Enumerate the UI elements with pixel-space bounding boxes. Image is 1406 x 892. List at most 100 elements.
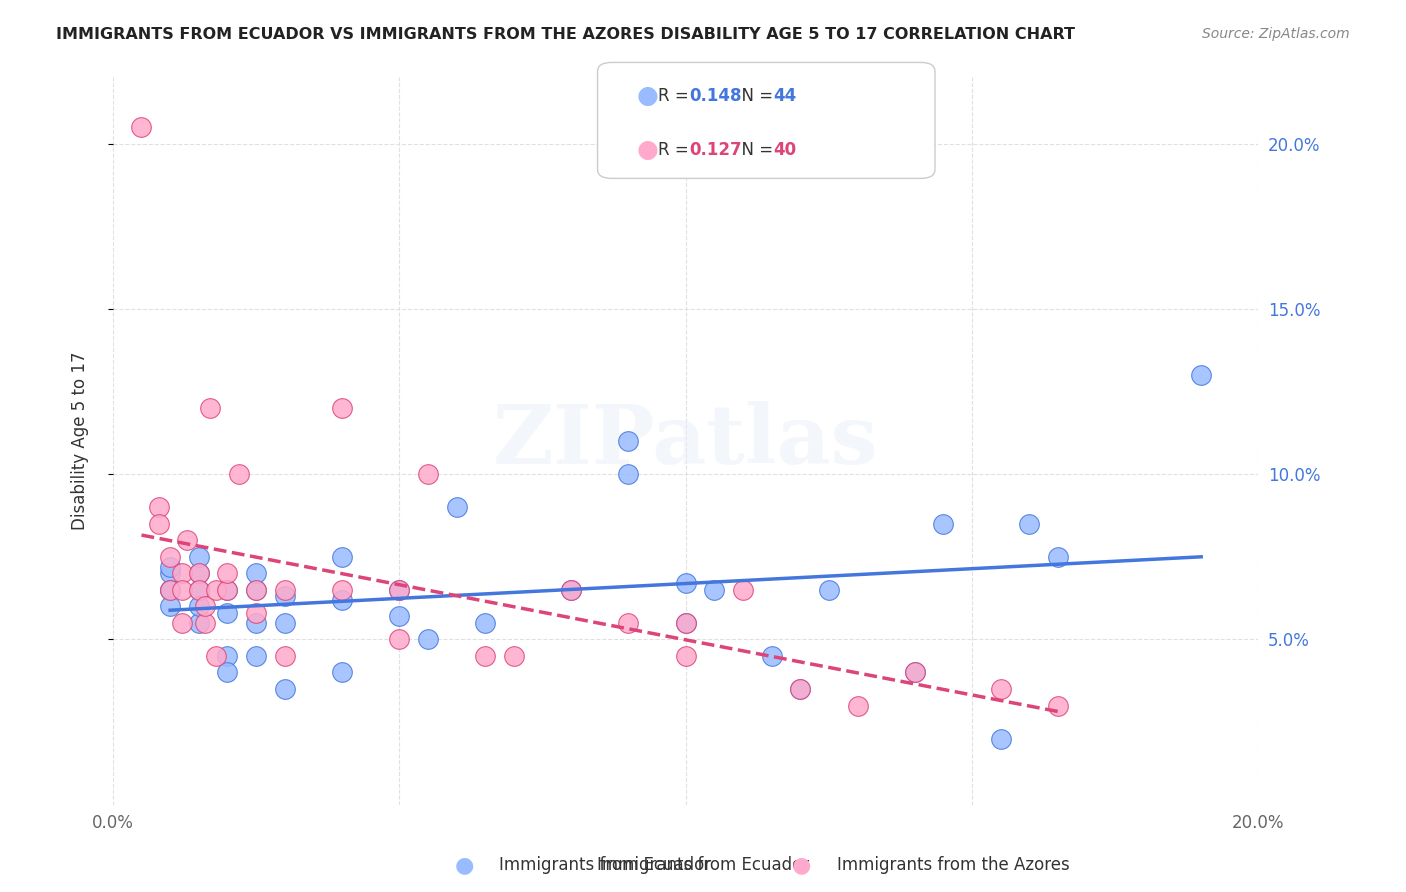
Point bbox=[159, 559, 181, 574]
Point bbox=[388, 582, 411, 597]
Point bbox=[273, 648, 295, 663]
Point bbox=[416, 632, 439, 647]
Point bbox=[159, 582, 181, 597]
Point bbox=[200, 401, 222, 415]
Point bbox=[273, 615, 295, 630]
Point bbox=[217, 582, 239, 597]
Point bbox=[330, 665, 353, 680]
Point bbox=[159, 582, 181, 597]
Point bbox=[560, 582, 582, 597]
Point bbox=[170, 615, 193, 630]
Text: Immigrants from Ecuador: Immigrants from Ecuador bbox=[598, 856, 808, 874]
Text: 0.127: 0.127 bbox=[689, 141, 741, 159]
Point bbox=[245, 648, 267, 663]
Point bbox=[789, 681, 811, 696]
Text: 40: 40 bbox=[773, 141, 796, 159]
Point bbox=[217, 582, 239, 597]
Point bbox=[990, 681, 1012, 696]
Text: ZIPatlas: ZIPatlas bbox=[494, 401, 879, 481]
Point bbox=[170, 566, 193, 581]
Point bbox=[446, 500, 468, 515]
Text: R =: R = bbox=[658, 141, 695, 159]
Point bbox=[330, 401, 353, 415]
Point bbox=[217, 648, 239, 663]
Point bbox=[193, 599, 215, 614]
Point bbox=[187, 615, 209, 630]
Point bbox=[187, 566, 209, 581]
Point bbox=[617, 434, 640, 448]
Point bbox=[675, 615, 697, 630]
Point bbox=[330, 592, 353, 607]
Text: 44: 44 bbox=[773, 87, 797, 105]
Point bbox=[245, 566, 267, 581]
Text: N =: N = bbox=[731, 87, 779, 105]
Point bbox=[245, 582, 267, 597]
Point bbox=[474, 615, 496, 630]
Point bbox=[159, 566, 181, 581]
Point bbox=[273, 590, 295, 604]
Text: Source: ZipAtlas.com: Source: ZipAtlas.com bbox=[1202, 27, 1350, 41]
Text: ●: ● bbox=[637, 138, 659, 161]
Point bbox=[273, 681, 295, 696]
Point bbox=[273, 582, 295, 597]
Point bbox=[245, 582, 267, 597]
Y-axis label: Disability Age 5 to 17: Disability Age 5 to 17 bbox=[72, 351, 89, 531]
Point bbox=[159, 582, 181, 597]
Point bbox=[148, 500, 170, 515]
Point bbox=[416, 467, 439, 482]
Point bbox=[675, 576, 697, 591]
Point bbox=[761, 648, 783, 663]
Point bbox=[228, 467, 250, 482]
Point bbox=[731, 582, 754, 597]
Point bbox=[205, 648, 228, 663]
Text: 0.148: 0.148 bbox=[689, 87, 741, 105]
Point bbox=[187, 582, 209, 597]
Point bbox=[1046, 549, 1069, 564]
Point bbox=[617, 615, 640, 630]
Point bbox=[170, 582, 193, 597]
Point bbox=[904, 665, 927, 680]
Point bbox=[330, 582, 353, 597]
Point bbox=[703, 582, 725, 597]
Point bbox=[502, 648, 524, 663]
Text: R =: R = bbox=[658, 87, 695, 105]
Point bbox=[159, 549, 181, 564]
Point bbox=[560, 582, 582, 597]
Point bbox=[675, 648, 697, 663]
Point bbox=[217, 606, 239, 620]
Point bbox=[818, 582, 841, 597]
Text: Immigrants from Ecuador: Immigrants from Ecuador bbox=[499, 856, 711, 874]
Point bbox=[187, 549, 209, 564]
Point bbox=[388, 582, 411, 597]
Point bbox=[217, 665, 239, 680]
Point bbox=[675, 615, 697, 630]
Point bbox=[330, 549, 353, 564]
Point bbox=[904, 665, 927, 680]
Point bbox=[1018, 516, 1040, 531]
Point bbox=[474, 648, 496, 663]
Point bbox=[617, 467, 640, 482]
Point bbox=[789, 681, 811, 696]
Point bbox=[932, 516, 955, 531]
Point bbox=[187, 566, 209, 581]
Text: N =: N = bbox=[731, 141, 779, 159]
Point bbox=[205, 582, 228, 597]
Point bbox=[388, 609, 411, 624]
Text: ●: ● bbox=[454, 855, 474, 875]
Point bbox=[1046, 698, 1069, 713]
Text: Immigrants from the Azores: Immigrants from the Azores bbox=[837, 856, 1070, 874]
Point bbox=[245, 606, 267, 620]
Text: IMMIGRANTS FROM ECUADOR VS IMMIGRANTS FROM THE AZORES DISABILITY AGE 5 TO 17 COR: IMMIGRANTS FROM ECUADOR VS IMMIGRANTS FR… bbox=[56, 27, 1076, 42]
Point bbox=[148, 516, 170, 531]
Point bbox=[187, 582, 209, 597]
Point bbox=[245, 615, 267, 630]
Point bbox=[1189, 368, 1212, 382]
Point bbox=[388, 632, 411, 647]
Point bbox=[990, 731, 1012, 746]
Point bbox=[193, 615, 215, 630]
Point bbox=[131, 120, 153, 134]
Point bbox=[846, 698, 869, 713]
Point bbox=[217, 566, 239, 581]
Point bbox=[187, 599, 209, 614]
Text: ●: ● bbox=[637, 85, 659, 108]
